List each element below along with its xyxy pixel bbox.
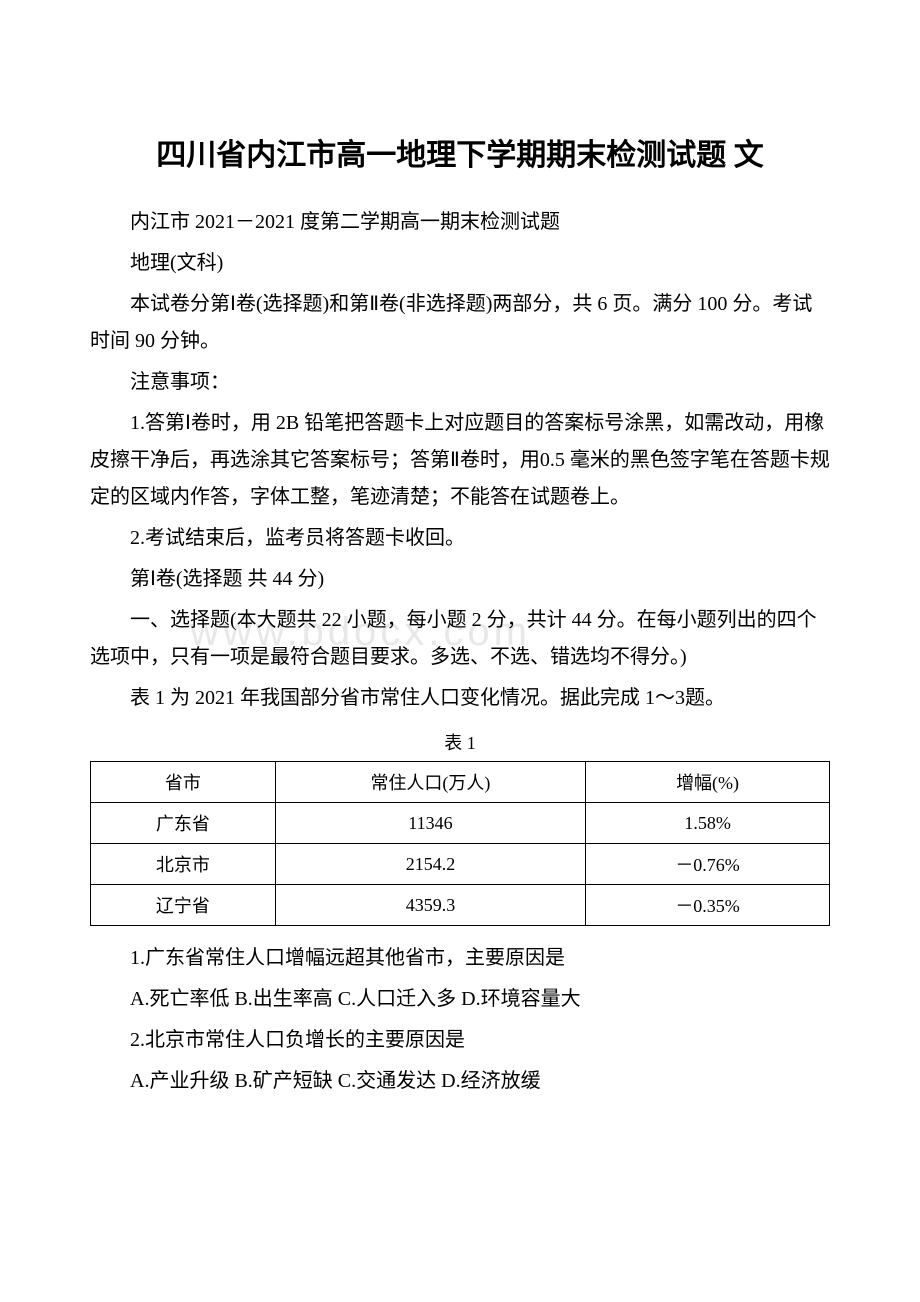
table-cell: 2154.2 <box>275 844 585 885</box>
table-cell: －0.35% <box>586 885 830 926</box>
table-header-cell: 增幅(%) <box>586 762 830 803</box>
table-cell: 广东省 <box>91 803 276 844</box>
section-1-header: 第Ⅰ卷(选择题 共 44 分) <box>90 561 830 598</box>
table-header-cell: 省市 <box>91 762 276 803</box>
population-table: 省市 常住人口(万人) 增幅(%) 广东省 11346 1.58% 北京市 21… <box>90 761 830 926</box>
table-cell: 1.58% <box>586 803 830 844</box>
table-cell: 11346 <box>275 803 585 844</box>
table-cell: 北京市 <box>91 844 276 885</box>
table-row: 辽宁省 4359.3 －0.35% <box>91 885 830 926</box>
table-header-cell: 常住人口(万人) <box>275 762 585 803</box>
table-cell: 辽宁省 <box>91 885 276 926</box>
exam-title: 四川省内江市高一地理下学期期末检测试题 文 <box>90 130 830 174</box>
multiple-choice-instructions: 一、选择题(本大题共 22 小题，每小题 2 分，共计 44 分。在每小题列出的… <box>90 602 830 676</box>
notice-header: 注意事项： <box>90 364 830 401</box>
table-cell: 4359.3 <box>275 885 585 926</box>
subject-line: 地理(文科) <box>90 245 830 282</box>
table-cell: －0.76% <box>586 844 830 885</box>
subtitle-line: 内江市 2021－2021 度第二学期高一期末检测试题 <box>90 204 830 241</box>
table-intro: 表 1 为 2021 年我国部分省市常住人口变化情况。据此完成 1～3题。 <box>90 680 830 717</box>
table-header-row: 省市 常住人口(万人) 增幅(%) <box>91 762 830 803</box>
table-caption: 表 1 <box>90 729 830 755</box>
question-2-options: A.产业升级 B.矿产短缺 C.交通发达 D.经济放缓 <box>90 1063 830 1100</box>
instruction-2: 2.考试结束后，监考员将答题卡收回。 <box>90 520 830 557</box>
question-1: 1.广东省常住人口增幅远超其他省市，主要原因是 <box>90 940 830 977</box>
instruction-1: 1.答第Ⅰ卷时，用 2B 铅笔把答题卡上对应题目的答案标号涂黑，如需改动，用橡皮… <box>90 405 830 516</box>
table-row: 广东省 11346 1.58% <box>91 803 830 844</box>
question-2: 2.北京市常住人口负增长的主要原因是 <box>90 1022 830 1059</box>
question-1-options: A.死亡率低 B.出生率高 C.人口迁入多 D.环境容量大 <box>90 981 830 1018</box>
exam-description: 本试卷分第Ⅰ卷(选择题)和第Ⅱ卷(非选择题)两部分，共 6 页。满分 100 分… <box>90 286 830 360</box>
document-content: 四川省内江市高一地理下学期期末检测试题 文 内江市 2021－2021 度第二学… <box>90 130 830 1100</box>
table-row: 北京市 2154.2 －0.76% <box>91 844 830 885</box>
